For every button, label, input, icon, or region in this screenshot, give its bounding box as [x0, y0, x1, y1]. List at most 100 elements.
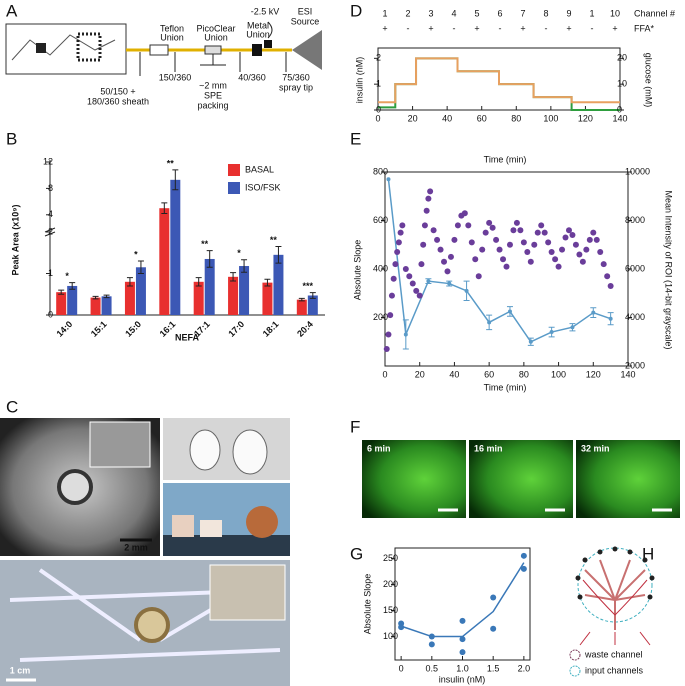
timepoint: 6 min — [367, 443, 391, 453]
point — [576, 251, 583, 258]
point — [406, 273, 413, 280]
point — [482, 229, 489, 236]
point — [465, 222, 472, 229]
photo-detail — [232, 429, 268, 475]
point — [423, 207, 430, 214]
point — [447, 253, 454, 260]
error-bar — [298, 297, 305, 302]
point — [416, 292, 423, 299]
panel-label: C — [6, 397, 18, 416]
point — [479, 246, 486, 253]
point — [418, 261, 425, 268]
chip-box — [5, 23, 127, 75]
point — [496, 246, 503, 253]
label: packing — [197, 100, 228, 110]
photo-detail — [57, 469, 93, 505]
point — [569, 232, 576, 239]
ffa-sign: + — [382, 23, 387, 33]
x-tick-label: 20 — [408, 113, 418, 123]
x-tick-label: 100 — [543, 113, 558, 123]
point — [385, 331, 392, 338]
axis-break — [44, 227, 56, 237]
y-tick-label: 250 — [383, 553, 398, 563]
photo-detail — [246, 506, 278, 538]
point — [486, 219, 493, 226]
significance: * — [134, 249, 138, 259]
scale-label: 2 mm — [124, 542, 148, 552]
y-tick-label: 10 — [617, 79, 627, 89]
error-bar — [486, 314, 493, 331]
point — [395, 239, 402, 246]
point — [510, 227, 517, 234]
point — [454, 222, 461, 229]
fit-line — [400, 562, 525, 638]
significance: ** — [201, 239, 209, 249]
metal-union — [264, 40, 272, 48]
point — [600, 261, 607, 268]
point — [538, 222, 545, 229]
micrograph — [362, 440, 466, 518]
axis-title: Mean Intensity of ROI (14-bit grayscale) — [664, 190, 674, 349]
channel-number: 6 — [497, 8, 502, 18]
label: Union — [246, 29, 270, 39]
legend-symbol — [569, 649, 581, 661]
bar — [90, 297, 101, 315]
legend-label: input channels — [585, 665, 644, 675]
error-bar — [607, 312, 614, 326]
x-tick-label: 100 — [551, 369, 566, 379]
label: 40/360 — [238, 72, 266, 82]
point — [527, 258, 534, 265]
channel-number: 9 — [566, 8, 571, 18]
ffa-sign: + — [612, 23, 617, 33]
error-bar — [241, 259, 248, 273]
point — [387, 312, 394, 319]
x-tick-label: 1.5 — [487, 663, 500, 673]
y-tick-label: 600 — [373, 215, 388, 225]
y-tick-label: 12 — [43, 156, 53, 166]
x-tick-label: 20 — [415, 369, 425, 379]
legend-label: waste channel — [584, 649, 643, 659]
photo-inset — [209, 564, 286, 621]
channels — [584, 559, 646, 630]
point — [520, 565, 527, 572]
y-tick-label: 0 — [48, 309, 53, 319]
label: Union — [204, 32, 228, 42]
chip-part — [76, 32, 102, 62]
channel-number: 1 — [589, 8, 594, 18]
x-tick-label: 120 — [586, 369, 601, 379]
point — [597, 249, 604, 256]
point — [517, 227, 524, 234]
panel-f: 6 min 16 min 32 min — [362, 440, 680, 518]
legend-label: BASAL — [245, 164, 274, 174]
point — [524, 249, 531, 256]
point — [520, 552, 527, 559]
y-tick-label: 6000 — [625, 263, 645, 273]
point — [472, 256, 479, 263]
photo-detail — [9, 568, 281, 662]
photo-detail — [189, 429, 221, 471]
point — [531, 241, 538, 248]
x-tick-label: 80 — [511, 113, 521, 123]
error-bar — [161, 202, 168, 214]
y-tick-label: 150 — [383, 605, 398, 615]
y-tick-label: 4000 — [625, 312, 645, 322]
axis-title: Absolute Slope — [362, 574, 372, 635]
point — [555, 263, 562, 270]
error-bar — [548, 326, 555, 338]
y-tick-label: 1 — [376, 79, 381, 89]
series-line — [378, 57, 620, 104]
plot-frame — [377, 47, 621, 111]
point — [506, 241, 513, 248]
label: Teflon — [160, 23, 184, 33]
series-line — [387, 179, 611, 343]
x-tick-label: 0 — [399, 663, 404, 673]
ffa-sign: - — [453, 23, 456, 33]
ffa-sign: - — [499, 23, 502, 33]
axis-title: NEFA — [175, 332, 200, 342]
x-tick-label: 140 — [620, 369, 635, 379]
error-bar — [172, 169, 179, 191]
y-tick-label: 0 — [617, 104, 622, 114]
point — [489, 224, 496, 231]
y-tick-label: 10000 — [625, 166, 650, 176]
